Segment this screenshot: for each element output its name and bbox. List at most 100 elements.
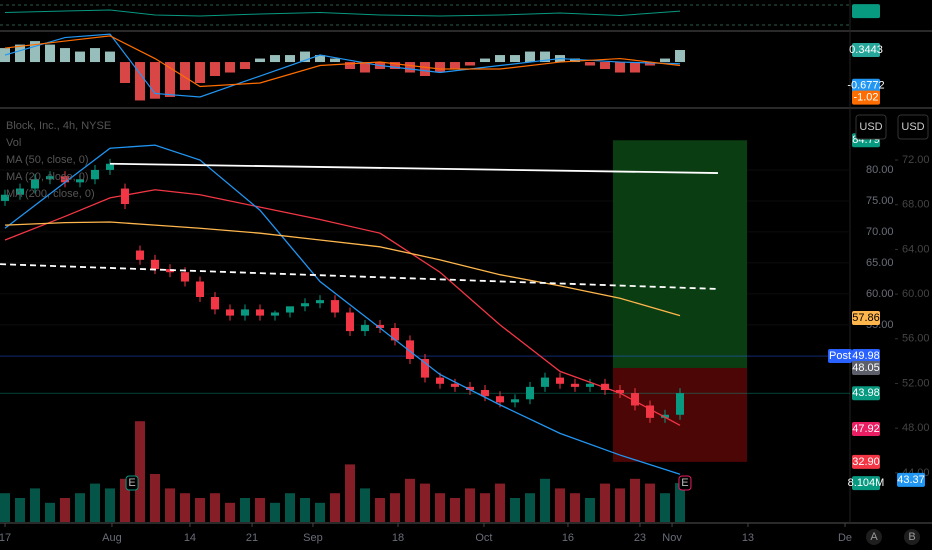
candle-body bbox=[676, 393, 685, 415]
y2-tick-label: 64.00 bbox=[902, 243, 930, 255]
candle-body bbox=[661, 414, 670, 418]
y2-tick-label: 52.00 bbox=[902, 377, 930, 389]
volume-bar bbox=[149, 474, 160, 522]
volume-bar bbox=[555, 488, 566, 522]
candle-body bbox=[135, 250, 144, 260]
volume-bar bbox=[389, 493, 400, 522]
legend-vol: Vol bbox=[6, 137, 21, 149]
price-tag-label: -0.6772 bbox=[847, 80, 884, 92]
macd-histogram bbox=[404, 62, 415, 73]
macd-histogram bbox=[239, 62, 250, 70]
price-tag-label: 49.98 bbox=[852, 350, 880, 362]
candle-body bbox=[150, 259, 159, 270]
x-tick-label: Oct bbox=[475, 532, 492, 544]
y-tick-label: 65.00 bbox=[866, 257, 894, 269]
macd-histogram bbox=[134, 62, 145, 101]
volume-bar bbox=[450, 498, 461, 522]
footer-button[interactable] bbox=[866, 529, 882, 545]
macd-histogram bbox=[224, 62, 235, 73]
volume-bar bbox=[630, 478, 641, 522]
candle-body bbox=[345, 312, 354, 332]
volume-bar bbox=[359, 488, 370, 522]
candle-body bbox=[631, 393, 640, 406]
volume-bar bbox=[585, 498, 596, 522]
candle-body bbox=[586, 383, 595, 387]
macd-histogram bbox=[480, 58, 491, 63]
macd-histogram bbox=[630, 62, 641, 73]
price-tag bbox=[852, 43, 880, 58]
y2-tick-label: 48.00 bbox=[902, 422, 930, 434]
volume-bar bbox=[239, 498, 250, 522]
y2-tick-label: 72.00 bbox=[902, 154, 930, 166]
macd-histogram bbox=[435, 62, 446, 73]
price-tag bbox=[852, 311, 880, 326]
currency-label: USD bbox=[859, 121, 882, 133]
candle-body bbox=[541, 377, 550, 387]
event-label: E bbox=[681, 477, 688, 489]
y2-tick-label: 56.00 bbox=[902, 333, 930, 345]
volume-bar bbox=[600, 483, 611, 522]
volume-bar bbox=[209, 493, 220, 522]
currency-button[interactable] bbox=[855, 114, 887, 140]
macd-histogram bbox=[179, 62, 190, 90]
volume-bar bbox=[495, 483, 506, 522]
candle-body bbox=[300, 303, 309, 307]
volume-bar bbox=[14, 498, 25, 522]
volume-bar bbox=[194, 498, 205, 522]
volume-bar bbox=[480, 493, 491, 522]
candle-body bbox=[451, 383, 460, 387]
currency-label: USD bbox=[901, 121, 924, 133]
profit-zone bbox=[612, 140, 748, 368]
macd-histogram bbox=[585, 62, 596, 66]
x-tick-label: 14 bbox=[184, 532, 196, 544]
macd-histogram bbox=[495, 55, 506, 63]
volume-bar bbox=[29, 488, 40, 522]
currency-button[interactable] bbox=[897, 114, 929, 140]
x-tick-label: 13 bbox=[742, 532, 754, 544]
price-tag bbox=[852, 90, 880, 105]
macd-histogram bbox=[29, 41, 40, 63]
trend-line bbox=[109, 162, 718, 174]
volume-bar bbox=[269, 502, 280, 522]
x-tick-label: 16 bbox=[562, 532, 574, 544]
macd-histogram bbox=[209, 62, 220, 77]
volume-bar bbox=[284, 493, 295, 522]
y2-tick-label: 60.00 bbox=[902, 288, 930, 300]
macd-histogram bbox=[44, 44, 55, 63]
price-tag bbox=[852, 454, 880, 469]
x-tick-label: De bbox=[838, 532, 852, 544]
candle-body bbox=[330, 300, 339, 313]
candle-body bbox=[601, 383, 610, 390]
volume-bar bbox=[119, 478, 130, 522]
x-tick-label: Nov bbox=[662, 532, 682, 544]
macd-histogram bbox=[284, 55, 295, 63]
macd-histogram bbox=[359, 62, 370, 73]
volume-bar bbox=[44, 502, 55, 522]
x-tick-label: Aug bbox=[102, 532, 122, 544]
footer-button[interactable] bbox=[904, 529, 920, 545]
candle-body bbox=[421, 358, 429, 378]
price-tag-label: 32.90 bbox=[852, 456, 880, 468]
price-tag bbox=[852, 476, 880, 491]
macd-histogram bbox=[59, 48, 70, 63]
candle-body bbox=[526, 386, 535, 400]
price-tag bbox=[852, 4, 880, 19]
candle-body bbox=[60, 176, 69, 183]
macd-line bbox=[4, 33, 681, 98]
candle-body bbox=[240, 309, 249, 316]
candle-body bbox=[15, 188, 24, 195]
macd-histogram bbox=[104, 51, 115, 63]
candle-body bbox=[556, 377, 565, 384]
price-tag-label: 48.05 bbox=[852, 362, 880, 374]
macd-histogram bbox=[314, 55, 325, 63]
macd-histogram bbox=[675, 50, 686, 63]
volume-bar bbox=[314, 502, 325, 522]
macd-histogram bbox=[149, 62, 160, 99]
candle-body bbox=[285, 306, 294, 313]
volume-bar bbox=[570, 493, 581, 522]
candle-body bbox=[436, 377, 445, 384]
macd-histogram bbox=[119, 62, 130, 83]
macd-histogram bbox=[465, 62, 476, 66]
candle-body bbox=[90, 169, 99, 180]
volume-bar bbox=[660, 493, 671, 522]
